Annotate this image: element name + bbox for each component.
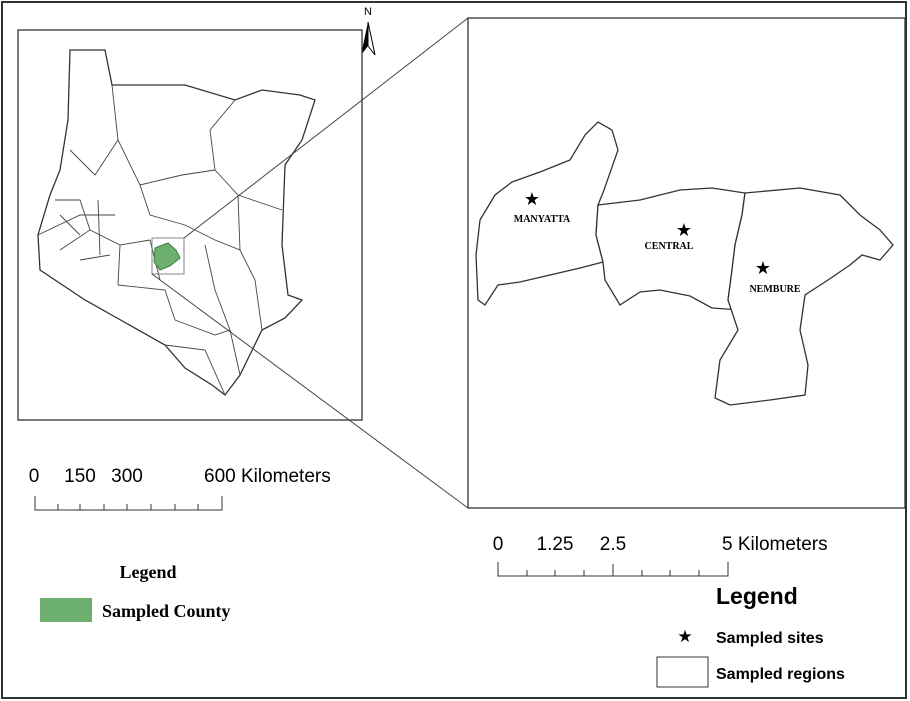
scale-label: 2.5 <box>600 534 626 555</box>
county-borders <box>37 84 283 396</box>
legend-swatch <box>40 598 92 622</box>
north-label: N <box>364 6 372 18</box>
overview-scale-bar: 0 150 300 600 Kilometers <box>29 466 331 511</box>
sampled-county <box>153 242 181 271</box>
region-label: NEMBURE <box>749 284 800 295</box>
legend-label: Sampled County <box>102 601 231 621</box>
legend-title: Legend <box>119 562 176 582</box>
scale-ticks <box>34 496 223 511</box>
legend-star: ★ <box>677 627 692 646</box>
scale-label: 5 Kilometers <box>722 534 828 555</box>
scale-label: 300 <box>111 466 143 487</box>
region-label: CENTRAL <box>645 241 694 252</box>
connector-line <box>151 273 469 509</box>
site-marker: ★ <box>755 258 771 278</box>
scale-label: 150 <box>64 466 96 487</box>
scale-ticks <box>497 562 729 577</box>
north-arrow <box>367 21 376 56</box>
site-marker: ★ <box>676 220 692 240</box>
detail-scale-bar: 0 1.25 2.5 5 Kilometers <box>493 534 828 577</box>
region-label: MANYATTA <box>514 214 571 225</box>
site-marker: ★ <box>524 189 540 209</box>
legend-label: Sampled sites <box>716 630 824 647</box>
extent-box <box>151 237 185 275</box>
scale-label: 1.25 <box>537 534 574 555</box>
legend-label: Sampled regions <box>716 666 845 683</box>
legend-title: Legend <box>716 583 798 609</box>
connector-line <box>183 17 469 239</box>
legend-swatch <box>656 656 709 688</box>
scale-label: 0 <box>29 466 40 487</box>
scale-label: 600 Kilometers <box>204 466 331 487</box>
scale-label: 0 <box>493 534 504 555</box>
north-arrow <box>361 22 368 55</box>
region-nembure <box>714 187 894 406</box>
